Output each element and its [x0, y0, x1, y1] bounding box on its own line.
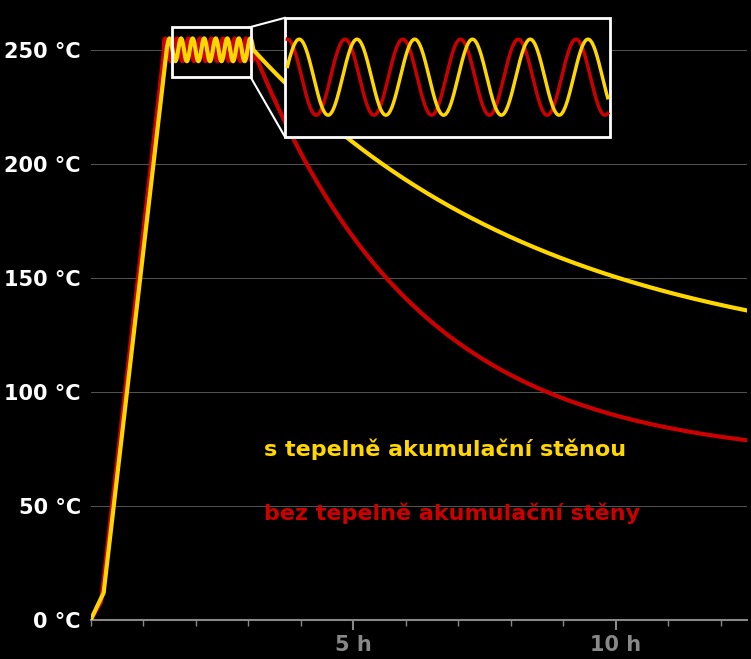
Bar [172, 27, 251, 77]
Text: bez tepelně akumulační stěny: bez tepelně akumulační stěny [264, 502, 640, 524]
Text: s tepelně akumulační stěnou: s tepelně akumulační stěnou [264, 438, 626, 460]
Bar [285, 18, 611, 136]
